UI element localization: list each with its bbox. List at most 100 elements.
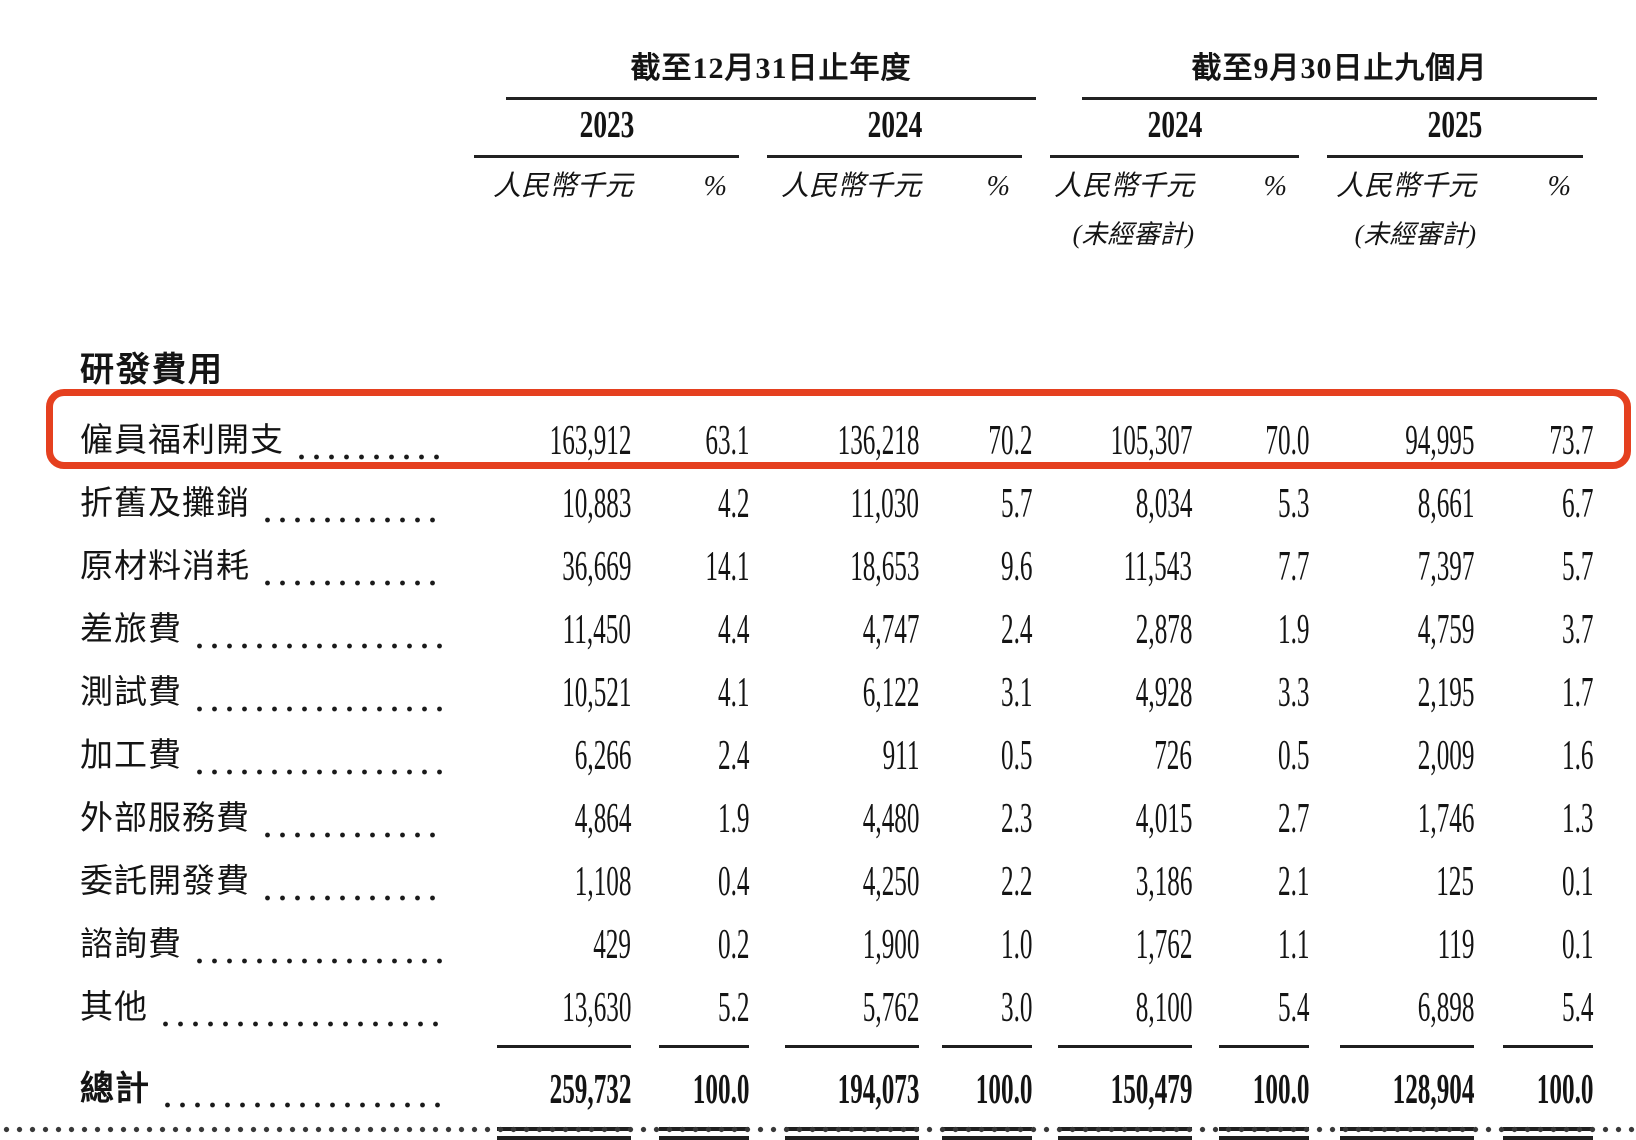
percent-value: 70.0 — [1264, 418, 1309, 465]
percent-value: 1.0 — [1000, 922, 1033, 969]
percent-value: 0.5 — [1000, 733, 1033, 780]
row-label: 折舊及攤銷 — [80, 486, 250, 523]
row-label: 測試費 — [80, 675, 182, 712]
amount-value: 1,900 — [862, 922, 919, 969]
row-label: 諮詢費 — [80, 927, 182, 964]
total-percent: 100.0 — [975, 1066, 1032, 1113]
row-label: 僱員福利開支 — [80, 423, 284, 460]
table-row: 原材料消耗 36,669 14.1 18,653 9.6 11,543 7.7 … — [80, 536, 1597, 599]
table-row: 諮詢費 429 0.2 1,900 1.0 1,762 1.1 119 0.1 — [80, 914, 1597, 977]
percent-value: 7.7 — [1277, 544, 1310, 591]
percent-value: 3.7 — [1561, 607, 1594, 654]
amount-value: 136,218 — [837, 418, 919, 465]
amount-value: 5,762 — [862, 985, 919, 1032]
row-label: 外部服務費 — [80, 801, 250, 838]
row-label: 其他 — [80, 990, 148, 1027]
amount-value: 6,898 — [1417, 985, 1474, 1032]
table-row: 委託開發費 1,108 0.4 4,250 2.2 3,186 2.1 125 … — [80, 851, 1597, 914]
amount-value: 429 — [593, 922, 631, 969]
percent-value: 0.5 — [1277, 733, 1310, 780]
single-rule — [1219, 1045, 1309, 1048]
percent-value: 5.3 — [1277, 481, 1310, 528]
percent-value: 1.3 — [1561, 796, 1594, 843]
percent-value: 1.9 — [717, 796, 750, 843]
year-row: 2023 2024 2024 2025 — [80, 100, 1597, 158]
pct-label: % — [986, 171, 1010, 202]
unit-label: 人民幣千元 — [1053, 171, 1194, 202]
amount-value: 4,759 — [1417, 607, 1474, 654]
percent-value: 2.3 — [1000, 796, 1033, 843]
dotted-leader — [192, 957, 444, 964]
percent-value: 1.6 — [1561, 733, 1594, 780]
amount-value: 11,030 — [850, 481, 919, 528]
dotted-leader — [260, 831, 444, 838]
amount-value: 726 — [1154, 733, 1192, 780]
percent-value: 5.2 — [717, 985, 750, 1032]
percent-value: 3.0 — [1000, 985, 1033, 1032]
unaudited-note: (未經審計) — [1354, 219, 1476, 249]
year-label: 2024 — [1147, 104, 1202, 147]
amount-value: 163,912 — [549, 418, 631, 465]
percent-value: 70.2 — [987, 418, 1032, 465]
dotted-leader — [260, 579, 444, 586]
percent-value: 6.7 — [1561, 481, 1594, 528]
total-amount: 194,073 — [837, 1066, 919, 1113]
amount-value: 911 — [882, 733, 919, 780]
percent-value: 2.4 — [717, 733, 750, 780]
pct-label: % — [703, 171, 727, 202]
pct-label: % — [1547, 171, 1571, 202]
amount-value: 36,669 — [561, 544, 631, 591]
row-label: 差旅費 — [80, 612, 182, 649]
period-group-title: 截至12月31日止年度 — [506, 52, 1036, 100]
amount-value: 2,878 — [1135, 607, 1192, 654]
percent-value: 2.7 — [1277, 796, 1310, 843]
percent-value: 5.4 — [1561, 985, 1594, 1032]
table-row: 折舊及攤銷 10,883 4.2 11,030 5.7 8,034 5.3 8,… — [80, 473, 1597, 536]
amount-value: 125 — [1436, 859, 1474, 906]
amount-value: 2,009 — [1417, 733, 1474, 780]
rnd-expense-table: 截至12月31日止年度 截至9月30日止九個月 2023 2024 2024 2… — [80, 52, 1597, 1140]
total-row: 總計 259,732 100.0 194,073 100.0 150,479 1… — [80, 1040, 1597, 1140]
percent-value: 3.1 — [1000, 670, 1033, 717]
row-label: 委託開發費 — [80, 864, 250, 901]
unit-header-row: 人民幣千元 % 人民幣千元 % 人民幣千元 (未經審計) % 人民幣千元 (未經… — [80, 158, 1597, 276]
percent-value: 4.4 — [717, 607, 750, 654]
percent-value: 5.7 — [1000, 481, 1033, 528]
percent-value: 0.2 — [717, 922, 750, 969]
single-rule — [1340, 1045, 1474, 1048]
total-amount: 150,479 — [1110, 1066, 1192, 1113]
amount-value: 8,661 — [1417, 481, 1474, 528]
amount-value: 18,653 — [849, 544, 919, 591]
amount-value: 4,015 — [1135, 796, 1192, 843]
amount-value: 2,195 — [1417, 670, 1474, 717]
period-group-cell: 截至9月30日止九個月 — [1036, 52, 1597, 100]
amount-value: 1,762 — [1135, 922, 1192, 969]
percent-value: 2.4 — [1000, 607, 1033, 654]
total-percent: 100.0 — [692, 1066, 749, 1113]
table-row-employee-benefits: 僱員福利開支 163,912 63.1 136,218 70.2 105,307… — [80, 410, 1597, 473]
percent-value: 14.1 — [704, 544, 749, 591]
percent-value: 73.7 — [1548, 418, 1593, 465]
amount-value: 4,747 — [862, 607, 919, 654]
total-label: 總計 — [80, 1071, 150, 1109]
single-rule — [1503, 1045, 1593, 1048]
table-row: 加工費 6,266 2.4 911 0.5 726 0.5 2,009 1.6 — [80, 725, 1597, 788]
amount-value: 3,186 — [1135, 859, 1192, 906]
period-group-cell: 截至12月31日止年度 — [460, 52, 1036, 100]
amount-value: 6,122 — [862, 670, 919, 717]
total-amount: 259,732 — [549, 1066, 631, 1113]
amount-value: 94,995 — [1404, 418, 1474, 465]
percent-value: 0.4 — [717, 859, 750, 906]
amount-value: 1,746 — [1417, 796, 1474, 843]
total-percent: 100.0 — [1252, 1066, 1309, 1113]
amount-value: 4,864 — [574, 796, 631, 843]
amount-value: 10,521 — [561, 670, 631, 717]
amount-value: 8,100 — [1135, 985, 1192, 1032]
amount-value: 4,480 — [862, 796, 919, 843]
percent-value: 1.9 — [1277, 607, 1310, 654]
amount-value: 7,397 — [1417, 544, 1474, 591]
pct-label: % — [1263, 171, 1287, 202]
row-label: 原材料消耗 — [80, 549, 250, 586]
percent-value: 3.3 — [1277, 670, 1310, 717]
